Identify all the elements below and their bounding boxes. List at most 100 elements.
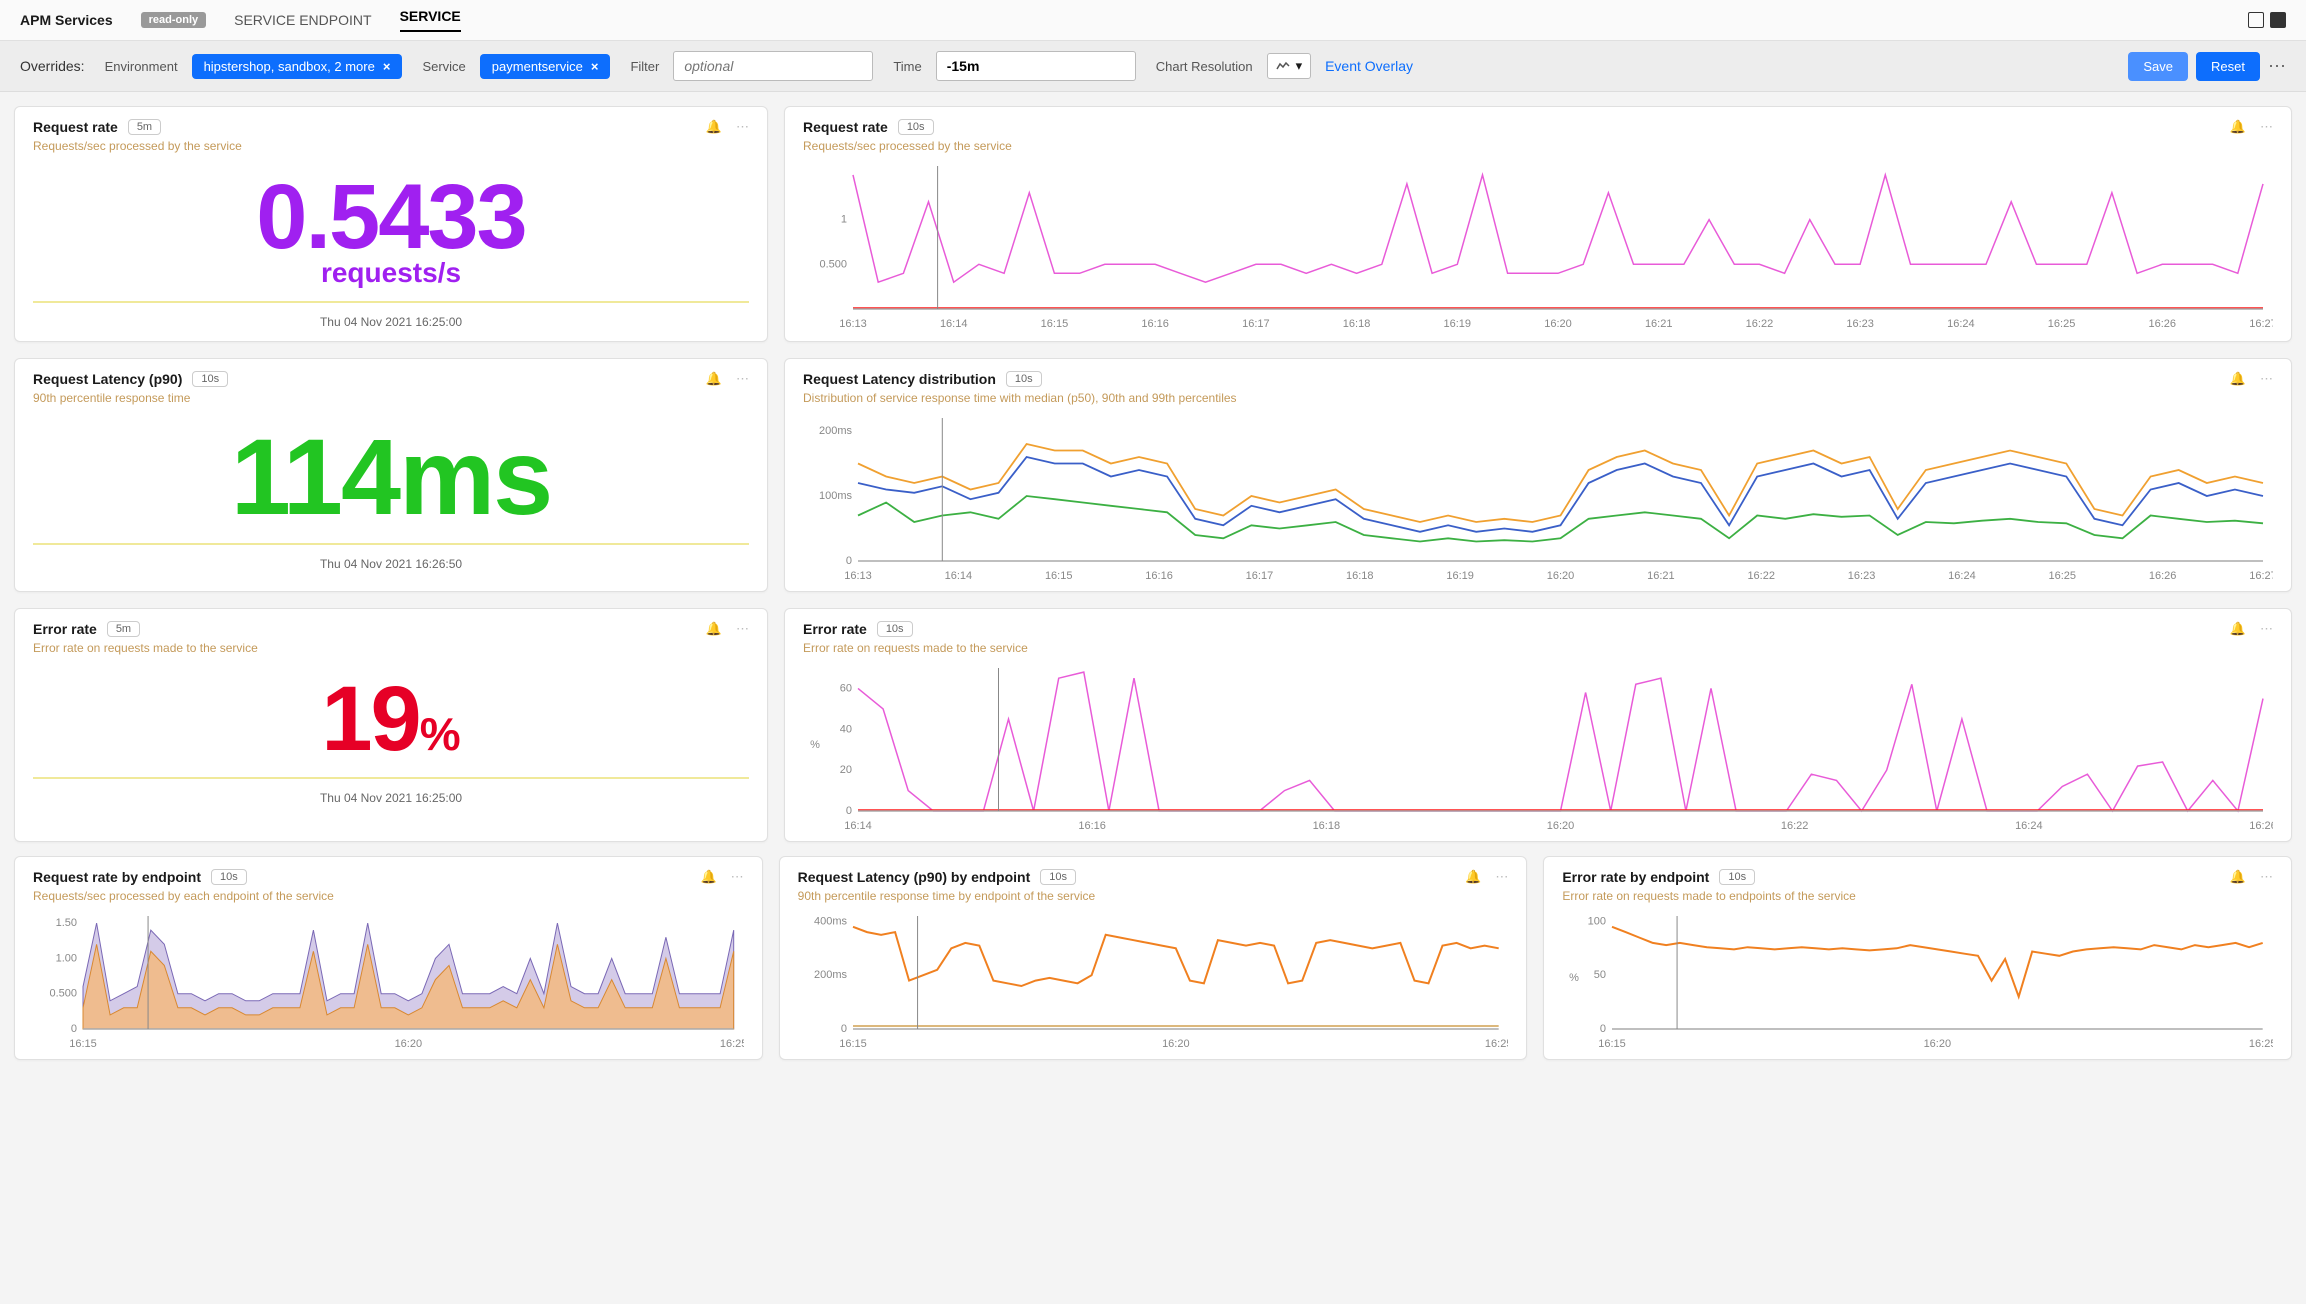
chart-request-rate[interactable]: 10.50016:1316:1416:1516:1616:1716:1816:1… xyxy=(803,161,2273,331)
svg-text:40: 40 xyxy=(840,723,852,735)
svg-text:16:16: 16:16 xyxy=(1078,820,1106,832)
svg-text:200ms: 200ms xyxy=(814,969,848,981)
svg-text:16:20: 16:20 xyxy=(1547,820,1575,832)
svg-text:16:16: 16:16 xyxy=(1141,318,1169,330)
bell-icon[interactable]: 🔔 xyxy=(700,869,716,885)
chart-latency-dist[interactable]: 200ms100ms016:1316:1416:1516:1616:1716:1… xyxy=(803,413,2273,583)
svg-text:16:20: 16:20 xyxy=(395,1038,423,1050)
chevron-down-icon: ▾ xyxy=(1296,58,1303,74)
svg-text:16:23: 16:23 xyxy=(1848,570,1876,582)
interval-badge: 5m xyxy=(107,621,140,637)
time-label: Time xyxy=(893,59,921,74)
card-title: Request Latency (p90) by endpoint xyxy=(798,869,1031,885)
resolution-select[interactable]: ▾ xyxy=(1267,53,1312,79)
filter-label: Filter xyxy=(630,59,659,74)
chart-error-by-endpoint[interactable]: 100500%16:1516:2016:25 xyxy=(1562,911,2273,1051)
more-icon[interactable]: ⋯ xyxy=(736,371,749,387)
more-icon[interactable]: ⋯ xyxy=(731,869,744,885)
timestamp: Thu 04 Nov 2021 16:25:00 xyxy=(33,787,749,809)
more-icon[interactable]: ⋯ xyxy=(1495,869,1508,885)
chart-latency-by-endpoint[interactable]: 400ms200ms016:1516:2016:25 xyxy=(798,911,1509,1051)
svg-text:0: 0 xyxy=(846,805,852,817)
more-icon[interactable]: ⋯ xyxy=(2260,621,2273,637)
svg-text:16:18: 16:18 xyxy=(1313,820,1341,832)
timestamp: Thu 04 Nov 2021 16:26:50 xyxy=(33,553,749,575)
time-input[interactable] xyxy=(936,51,1136,81)
svg-text:16:24: 16:24 xyxy=(1947,318,1975,330)
svg-text:16:25: 16:25 xyxy=(1485,1038,1509,1050)
readonly-badge: read-only xyxy=(141,12,207,28)
svg-text:16:15: 16:15 xyxy=(1599,1038,1627,1050)
svg-text:1.50: 1.50 xyxy=(56,917,77,929)
card-request-rate-value: Request rate 5m 🔔 ⋯ Requests/sec process… xyxy=(14,106,768,342)
bell-icon[interactable]: 🔔 xyxy=(706,119,722,135)
svg-text:16:17: 16:17 xyxy=(1242,318,1270,330)
svg-text:16:26: 16:26 xyxy=(2149,318,2177,330)
svg-text:%: % xyxy=(1569,972,1579,984)
card-latency-value: Request Latency (p90) 10s 🔔⋯ 90th percen… xyxy=(14,358,768,592)
card-subtitle: Requests/sec processed by the service xyxy=(803,139,2273,153)
svg-text:16:16: 16:16 xyxy=(1145,570,1173,582)
card-subtitle: Error rate on requests made to the servi… xyxy=(803,641,2273,655)
save-button[interactable]: Save xyxy=(2128,52,2188,81)
event-overlay-link[interactable]: Event Overlay xyxy=(1325,58,1413,74)
card-subtitle: Requests/sec processed by the service xyxy=(33,139,749,153)
chart-req-by-endpoint[interactable]: 1.501.000.500016:1516:2016:25 xyxy=(33,911,744,1051)
svg-text:16:15: 16:15 xyxy=(1045,570,1073,582)
svg-text:16:13: 16:13 xyxy=(839,318,867,330)
card-latency-by-endpoint: Request Latency (p90) by endpoint 10s 🔔⋯… xyxy=(779,856,1528,1060)
card-title: Request Latency (p90) xyxy=(33,371,182,387)
svg-text:16:25: 16:25 xyxy=(2249,1038,2273,1050)
svg-text:16:15: 16:15 xyxy=(839,1038,867,1050)
svg-text:100ms: 100ms xyxy=(819,490,853,502)
bell-icon[interactable]: 🔔 xyxy=(2230,371,2246,387)
card-subtitle: Error rate on requests made to endpoints… xyxy=(1562,889,2273,903)
reset-button[interactable]: Reset xyxy=(2196,52,2260,81)
more-icon[interactable]: ⋯ xyxy=(736,621,749,637)
more-icon[interactable]: ⋯ xyxy=(2260,119,2273,135)
bell-icon[interactable]: 🔔 xyxy=(706,621,722,637)
resolution-label: Chart Resolution xyxy=(1156,59,1253,74)
service-pill-remove-icon[interactable]: × xyxy=(591,59,599,74)
error-rate-unit: % xyxy=(420,708,461,760)
svg-text:200ms: 200ms xyxy=(819,425,853,437)
svg-text:16:14: 16:14 xyxy=(945,570,973,582)
svg-text:100: 100 xyxy=(1588,915,1606,927)
chart-error-rate[interactable]: 6040200%16:1416:1616:1816:2016:2216:2416… xyxy=(803,663,2273,833)
card-title: Error rate xyxy=(33,621,97,637)
bell-icon[interactable]: 🔔 xyxy=(1465,869,1481,885)
timestamp: Thu 04 Nov 2021 16:25:00 xyxy=(33,311,749,333)
svg-text:16:25: 16:25 xyxy=(720,1038,744,1050)
svg-text:16:22: 16:22 xyxy=(1746,318,1774,330)
svg-text:16:18: 16:18 xyxy=(1343,318,1371,330)
svg-text:16:19: 16:19 xyxy=(1446,570,1474,582)
svg-text:16:26: 16:26 xyxy=(2249,820,2273,832)
tab-service[interactable]: SERVICE xyxy=(400,8,461,32)
card-request-rate-chart: Request rate 10s 🔔⋯ Requests/sec process… xyxy=(784,106,2292,342)
env-pill[interactable]: hipstershop, sandbox, 2 more × xyxy=(192,54,403,79)
card-subtitle: Distribution of service response time wi… xyxy=(803,391,2273,405)
more-icon[interactable]: ⋯ xyxy=(2260,869,2273,885)
more-icon[interactable]: ⋯ xyxy=(736,119,749,135)
svg-text:20: 20 xyxy=(840,764,852,776)
bell-icon[interactable]: 🔔 xyxy=(2230,119,2246,135)
more-icon[interactable]: ⋯ xyxy=(2268,56,2286,77)
more-icon[interactable]: ⋯ xyxy=(2260,371,2273,387)
svg-text:400ms: 400ms xyxy=(814,915,848,927)
card-title: Request rate by endpoint xyxy=(33,869,201,885)
interval-badge: 10s xyxy=(1006,371,1042,387)
filter-input[interactable] xyxy=(673,51,873,81)
tab-service-endpoint[interactable]: SERVICE ENDPOINT xyxy=(234,12,371,28)
bell-icon[interactable]: 🔔 xyxy=(2230,869,2246,885)
svg-text:16:21: 16:21 xyxy=(1647,570,1675,582)
header-panel-toggle[interactable] xyxy=(2248,12,2286,28)
bell-icon[interactable]: 🔔 xyxy=(706,371,722,387)
svg-text:16:14: 16:14 xyxy=(844,820,872,832)
svg-text:16:17: 16:17 xyxy=(1246,570,1274,582)
bell-icon[interactable]: 🔔 xyxy=(2230,621,2246,637)
env-pill-remove-icon[interactable]: × xyxy=(383,59,391,74)
svg-text:0: 0 xyxy=(841,1023,847,1035)
service-pill[interactable]: paymentservice × xyxy=(480,54,611,79)
card-title: Error rate by endpoint xyxy=(1562,869,1709,885)
request-rate-value: 0.5433 xyxy=(33,171,749,263)
